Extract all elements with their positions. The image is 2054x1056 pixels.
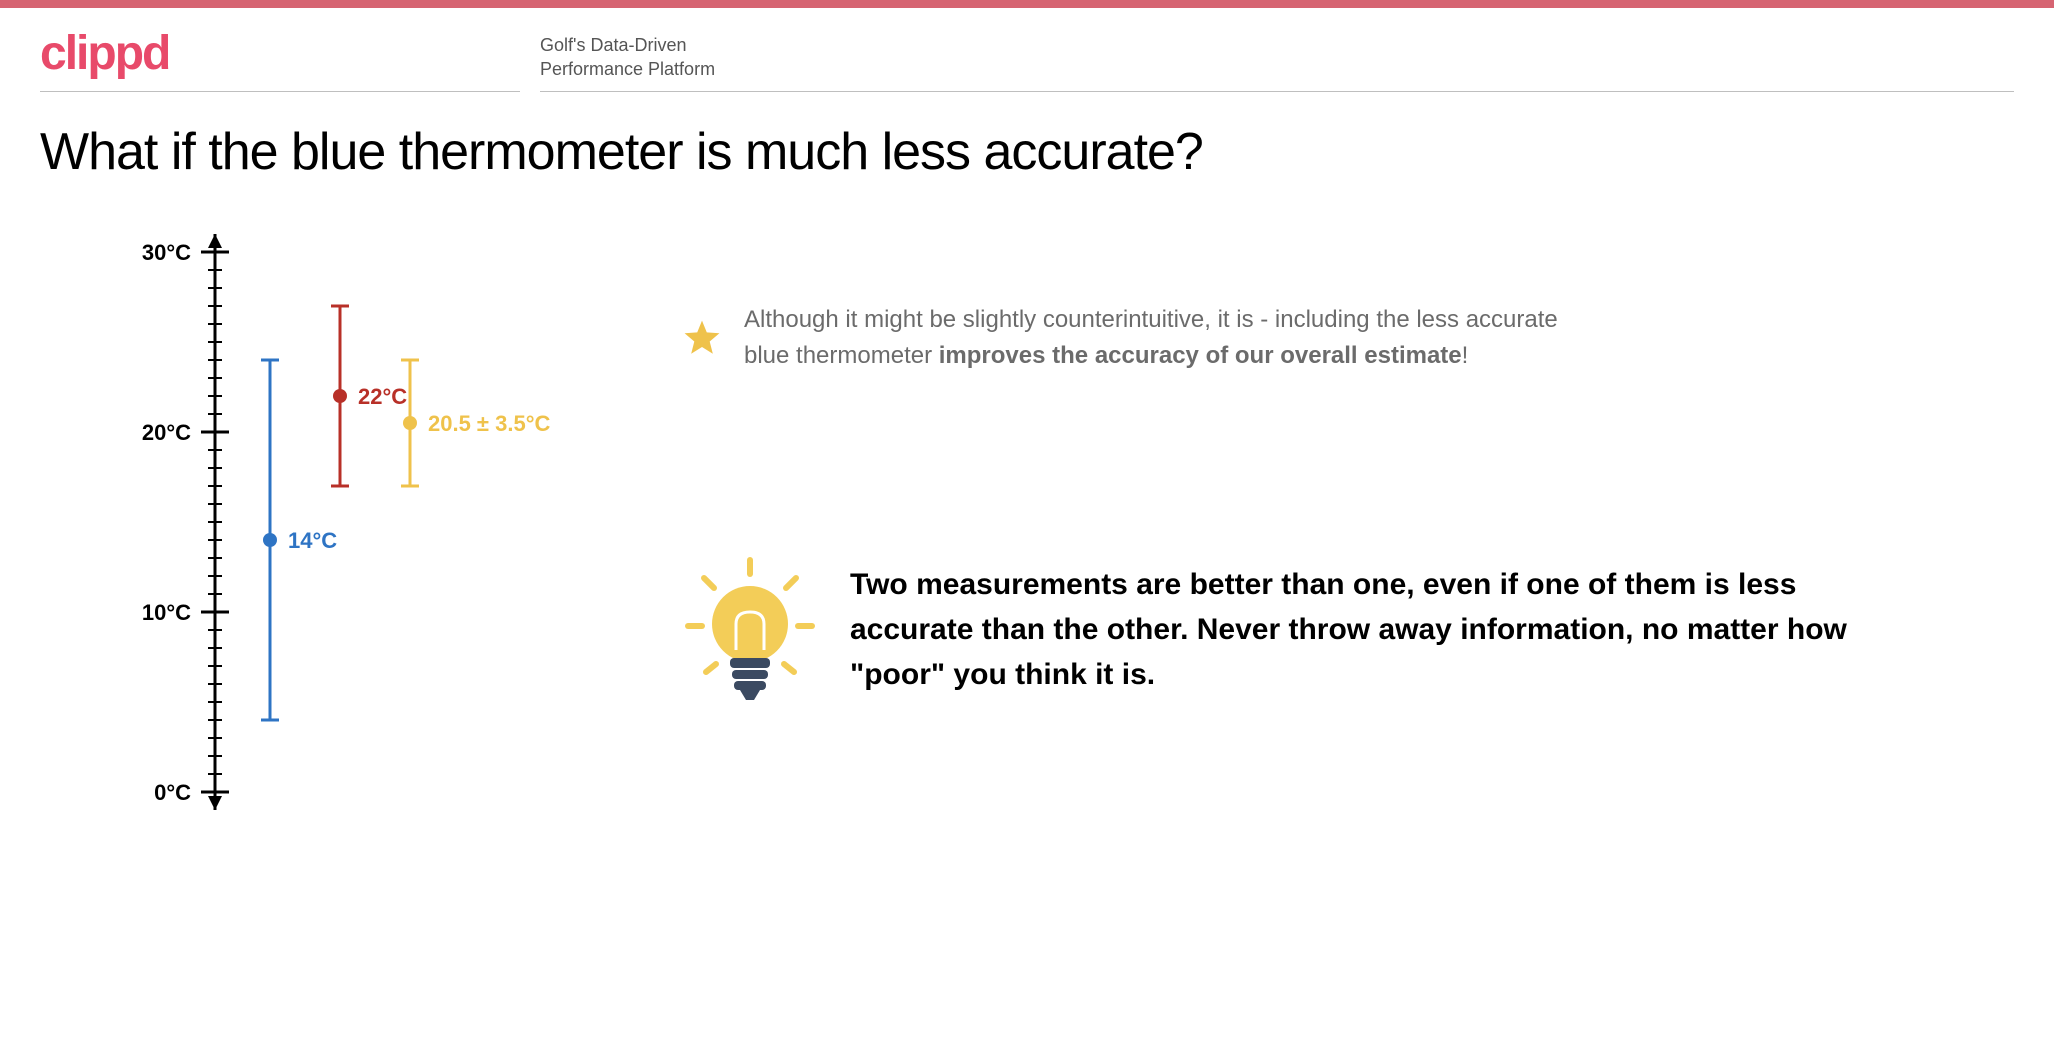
svg-text:14°C: 14°C: [288, 528, 337, 553]
svg-text:10°C: 10°C: [142, 600, 191, 625]
explain-bold: improves the accuracy of our overall est…: [939, 342, 1462, 369]
explain-post: !: [1462, 342, 1469, 369]
top-accent-bar: [0, 0, 2054, 8]
svg-text:20°C: 20°C: [142, 420, 191, 445]
brand-logo: clippd: [40, 26, 520, 81]
thermometer-chart: 0°C 10°C 20°C 30°C 14°C 22°C 20.5 ± 3.5°C: [120, 222, 640, 827]
svg-text:22°C: 22°C: [358, 384, 407, 409]
takeaway-text: Two measurements are better than one, ev…: [850, 562, 1900, 697]
brand-tagline: Golf's Data-Driven Performance Platform: [540, 34, 2014, 81]
header: clippd Golf's Data-Driven Performance Pl…: [0, 8, 2054, 102]
content-row: 0°C 10°C 20°C 30°C 14°C 22°C 20.5 ± 3.5°C Alth…: [0, 192, 2054, 867]
svg-text:30°C: 30°C: [142, 240, 191, 265]
svg-text:20.5 ± 3.5°C: 20.5 ± 3.5°C: [428, 411, 550, 436]
lightbulb-icon: [680, 554, 820, 704]
tagline-block: Golf's Data-Driven Performance Platform: [540, 34, 2014, 92]
logo-block: clippd: [40, 26, 520, 92]
takeaway-row: Two measurements are better than one, ev…: [680, 554, 2014, 704]
explain-row: Although it might be slightly counterint…: [680, 302, 2014, 374]
chart-svg: 0°C 10°C 20°C 30°C 14°C 22°C 20.5 ± 3.5°C: [120, 222, 640, 822]
svg-text:0°C: 0°C: [154, 780, 191, 805]
star-icon: [680, 316, 724, 360]
explain-text: Although it might be slightly counterint…: [744, 302, 1564, 374]
right-column: Although it might be slightly counterint…: [680, 222, 2014, 827]
page-title: What if the blue thermometer is much les…: [0, 102, 2054, 192]
